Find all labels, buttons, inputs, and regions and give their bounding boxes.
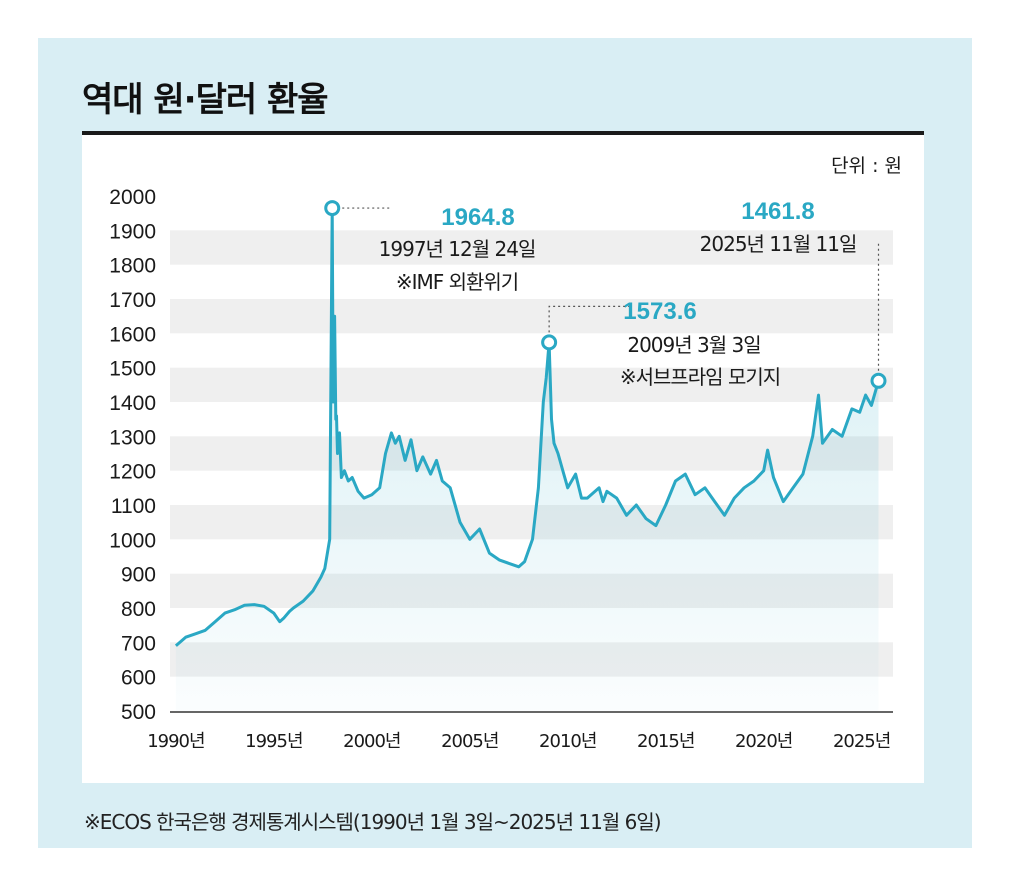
y-tick-label: 1200 bbox=[109, 461, 156, 484]
annotation-note: ※서브프라임 모기지 bbox=[620, 365, 780, 389]
y-tick-label: 1500 bbox=[109, 358, 156, 381]
y-tick-label: 1900 bbox=[109, 220, 156, 243]
x-tick-label: 1995년 bbox=[245, 731, 302, 752]
annotation-marker bbox=[870, 372, 887, 389]
y-tick-label: 1300 bbox=[109, 426, 156, 449]
annotations: 1964.8 1997년 12월 24일 ※IMF 외환위기 1573.6 2009년 … bbox=[324, 198, 887, 389]
annotation-date: 2025년 11월 11일 bbox=[700, 232, 857, 256]
annotation-value: 1461.8 bbox=[741, 198, 814, 225]
x-axis-ticks: 1990년 1995년 2000년 2005년 2010년 2015년 2020년 2025년 bbox=[147, 731, 891, 752]
y-tick-label: 1400 bbox=[109, 392, 156, 415]
x-tick-label: 1990년 bbox=[147, 731, 204, 752]
title-divider bbox=[82, 131, 924, 135]
chart-title: 역대 원·달러 환율 bbox=[82, 80, 329, 120]
x-tick-label: 2020년 bbox=[735, 731, 792, 752]
y-tick-label: 2000 bbox=[109, 186, 156, 209]
x-tick-label: 2005년 bbox=[441, 731, 498, 752]
annotation-note: ※IMF 외환위기 bbox=[396, 270, 518, 294]
x-tick-label: 2000년 bbox=[343, 731, 400, 752]
grid-band bbox=[170, 367, 893, 402]
x-tick-label: 2025년 bbox=[833, 731, 890, 752]
series-line bbox=[174, 206, 880, 647]
grid-band bbox=[170, 436, 893, 471]
x-tick-label: 2015년 bbox=[637, 731, 694, 752]
grid-band bbox=[170, 230, 893, 265]
y-tick-label: 1700 bbox=[109, 289, 156, 312]
x-tick-label: 2010년 bbox=[539, 731, 596, 752]
annotation-date: 1997년 12월 24일 bbox=[379, 237, 536, 261]
annotation-marker bbox=[324, 200, 341, 217]
series-area bbox=[175, 208, 879, 711]
grid-band bbox=[170, 299, 893, 334]
source-footnote: ※ECOS 한국은행 경제통계시스템(1990년 1월 3일~2025년 11월… bbox=[84, 810, 662, 834]
y-tick-label: 1800 bbox=[109, 255, 156, 278]
y-tick-label: 700 bbox=[121, 632, 156, 655]
unit-label: 단위 : 원 bbox=[831, 155, 902, 177]
y-tick-label: 1100 bbox=[111, 495, 156, 518]
y-tick-label: 900 bbox=[121, 564, 156, 587]
y-tick-label: 1000 bbox=[109, 529, 156, 552]
annotation-value: 1573.6 bbox=[623, 298, 696, 325]
y-axis-ticks: 2000 1900 1800 1700 1600 1500 1400 1300 1200 1100… bbox=[109, 186, 156, 724]
y-tick-label: 800 bbox=[121, 598, 156, 621]
annotation-leader bbox=[548, 305, 634, 343]
annotation-date: 2009년 3월 3일 bbox=[627, 333, 760, 357]
annotation-marker bbox=[541, 334, 558, 351]
y-tick-label: 500 bbox=[121, 701, 156, 724]
y-tick-label: 600 bbox=[121, 667, 156, 690]
y-tick-label: 1600 bbox=[109, 323, 156, 346]
annotation-value: 1964.8 bbox=[441, 204, 514, 231]
